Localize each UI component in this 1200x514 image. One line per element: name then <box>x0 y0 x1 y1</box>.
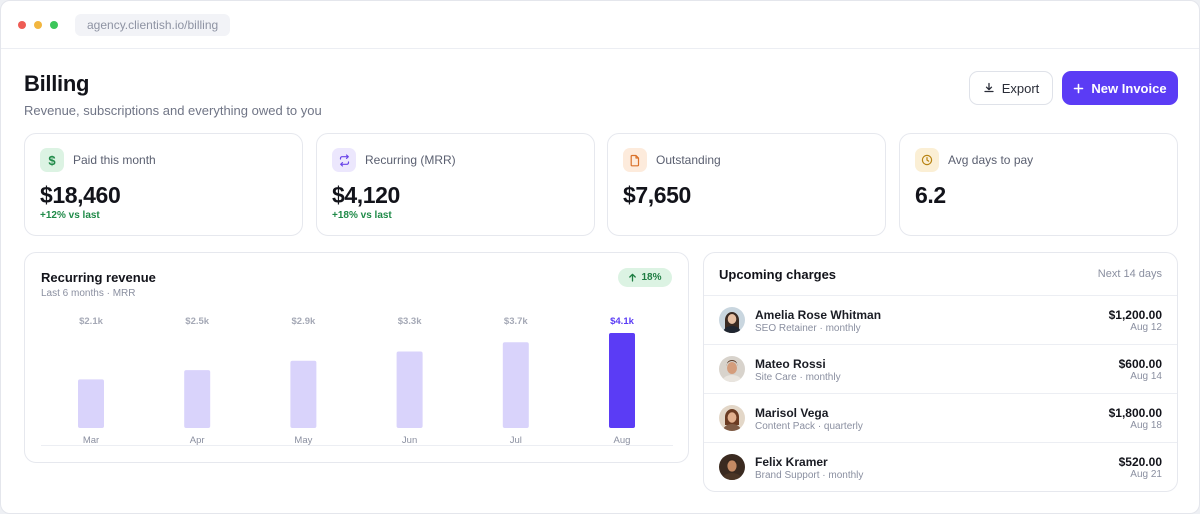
dollar-icon: $ <box>40 148 64 172</box>
kpi-label: Avg days to pay <box>948 153 1034 167</box>
growth-badge: 18% <box>618 268 672 287</box>
client-plan: Content Pack · quarterly <box>755 421 863 432</box>
bar-value-label: $2.9k <box>292 316 316 327</box>
chart-subtitle: Last 6 months · MRR <box>41 288 136 299</box>
kpi-delta: +12% vs last <box>40 210 100 221</box>
charge-row[interactable]: Felix Kramer Brand Support · monthly $52… <box>704 443 1177 492</box>
kpi-card-outstanding: Outstanding $7,650 <box>607 133 886 236</box>
charge-date: Aug 14 <box>1130 371 1162 382</box>
new-invoice-button[interactable]: New Invoice <box>1062 71 1178 105</box>
x-tick-label: Apr <box>190 435 205 446</box>
plus-icon <box>1074 83 1084 93</box>
export-button[interactable]: Export <box>969 71 1053 105</box>
kpi-card-mrr: Recurring (MRR) $4,120 +18% vs last <box>316 133 595 236</box>
kpi-card-avg-days: Avg days to pay 6.2 <box>899 133 1178 236</box>
revenue-bar <box>609 333 635 428</box>
charge-row[interactable]: Amelia Rose Whitman SEO Retainer · month… <box>704 296 1177 345</box>
repeat-icon <box>332 148 356 172</box>
maximize-window-dot[interactable] <box>50 20 58 29</box>
bar-value-label: $2.5k <box>185 316 209 327</box>
charge-date: Aug 21 <box>1130 469 1162 480</box>
x-tick-label: May <box>294 435 312 446</box>
document-icon <box>623 148 647 172</box>
avatar <box>719 405 745 431</box>
client-name: Mateo Rossi <box>755 357 826 371</box>
arrow-up-icon <box>629 273 637 282</box>
browser-chrome: agency.clientish.io/billing <box>1 1 1199 49</box>
kpi-label: Paid this month <box>73 153 156 167</box>
avatar <box>719 307 745 333</box>
charge-amount: $600.00 <box>1118 357 1162 371</box>
charges-header: Upcoming charges Next 14 days <box>704 253 1177 296</box>
recurring-revenue-card: Recurring revenue Last 6 months · MRR 18… <box>24 252 689 463</box>
charge-amount: $1,800.00 <box>1108 406 1162 420</box>
kpi-value: 6.2 <box>915 182 946 208</box>
charges-title: Upcoming charges <box>719 266 837 282</box>
avatar <box>719 454 745 480</box>
upcoming-charges-card: Upcoming charges Next 14 days Amelia Ros… <box>703 252 1178 492</box>
x-tick-label: Jun <box>402 435 417 446</box>
kpi-label: Recurring (MRR) <box>365 153 456 167</box>
kpi-value: $4,120 <box>332 182 400 208</box>
close-window-dot[interactable] <box>18 20 26 29</box>
client-name: Marisol Vega <box>755 406 829 420</box>
charges-range[interactable]: Next 14 days <box>1097 268 1162 280</box>
client-plan: Brand Support · monthly <box>755 470 864 481</box>
x-tick-label: Aug <box>614 435 631 446</box>
charge-row[interactable]: Mateo Rossi Site Care · monthly $600.00 … <box>704 345 1177 394</box>
charge-row[interactable]: Marisol Vega Content Pack · quarterly $1… <box>704 394 1177 443</box>
page-subtitle: Revenue, subscriptions and everything ow… <box>24 103 322 118</box>
charge-date: Aug 12 <box>1130 322 1162 333</box>
bar-value-label: $3.3k <box>398 316 422 327</box>
kpi-value: $7,650 <box>623 182 691 208</box>
client-name: Felix Kramer <box>755 455 828 469</box>
charge-amount: $1,200.00 <box>1108 308 1162 322</box>
revenue-bar <box>502 342 529 428</box>
revenue-bar <box>290 360 317 428</box>
client-plan: SEO Retainer · monthly <box>755 323 861 334</box>
x-tick-label: Jul <box>510 435 522 446</box>
kpi-delta: +18% vs last <box>332 210 392 221</box>
bar-value-label: $4.1k <box>610 316 634 327</box>
client-name: Amelia Rose Whitman <box>755 308 882 322</box>
revenue-bar <box>184 370 211 428</box>
revenue-bar <box>78 379 104 428</box>
export-label: Export <box>1001 80 1040 96</box>
kpi-value: $18,460 <box>40 182 121 208</box>
client-plan: Site Care · monthly <box>755 372 841 383</box>
chart-title: Recurring revenue <box>41 270 156 285</box>
kpi-label: Outstanding <box>656 153 721 167</box>
bar-value-label: $2.1k <box>79 316 103 327</box>
revenue-bar-chart: $2.1k Mar $2.5k Apr $2.9k May $3.3k Jun $3.7k Jul… <box>41 316 673 446</box>
x-tick-label: Mar <box>83 435 99 446</box>
clock-icon <box>915 148 939 172</box>
page-header: Billing Revenue, subscriptions and every… <box>24 71 322 118</box>
minimize-window-dot[interactable] <box>34 20 42 29</box>
bar-value-label: $3.7k <box>504 316 528 327</box>
download-icon <box>984 82 994 93</box>
charge-date: Aug 18 <box>1130 420 1162 431</box>
new-invoice-label: New Invoice <box>1091 80 1167 96</box>
revenue-bar <box>396 351 423 428</box>
page-title: Billing <box>24 71 90 96</box>
kpi-card-paid: $ Paid this month $18,460 +12% vs last <box>24 133 303 236</box>
growth-badge-value: 18% <box>641 272 662 283</box>
avatar <box>719 356 745 382</box>
charge-amount: $520.00 <box>1118 455 1162 469</box>
address-bar[interactable]: agency.clientish.io/billing <box>75 13 231 36</box>
